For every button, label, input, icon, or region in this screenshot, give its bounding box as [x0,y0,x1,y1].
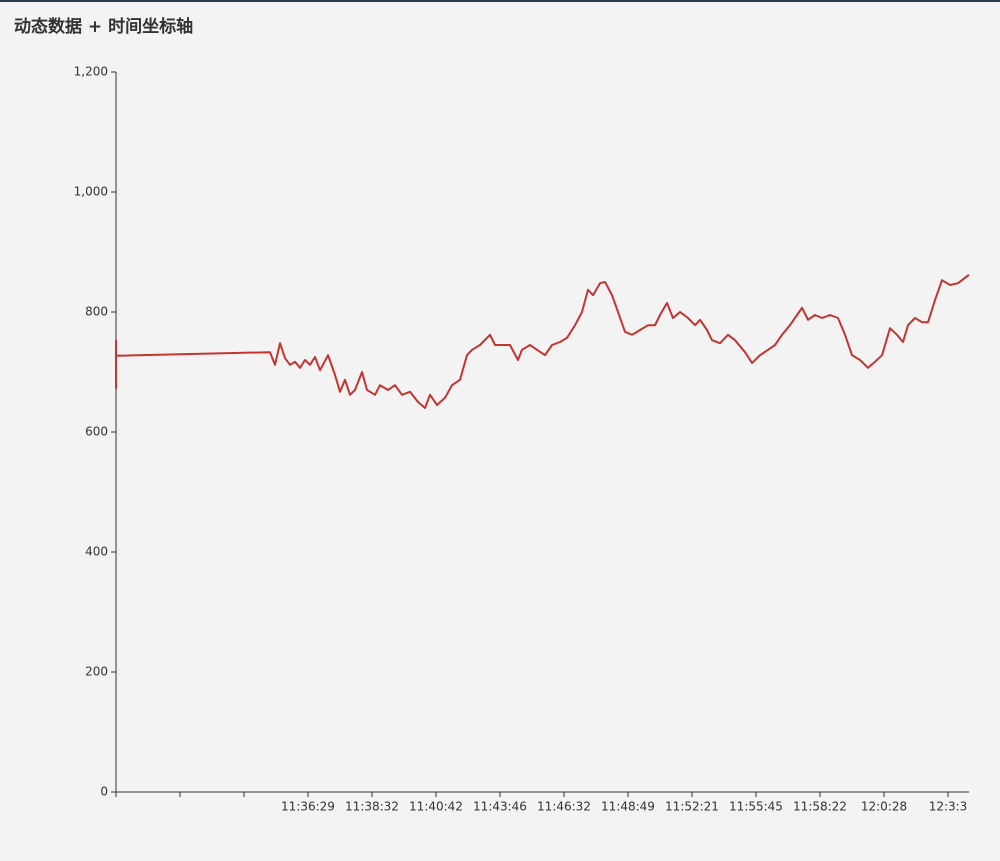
y-tick-label: 800 [85,305,108,319]
x-tick-label: 11:43:46 [473,800,527,814]
top-bar [0,0,1000,2]
x-tick-label: 12:0:28 [861,800,907,814]
x-tick-label: 11:46:32 [537,800,591,814]
x-tick-label: 11:38:32 [345,800,399,814]
y-tick-label: 200 [85,665,108,679]
x-tick-label: 11:40:42 [409,800,463,814]
y-tick-label: 1,000 [74,185,108,199]
line-series [115,274,970,409]
x-tick-label: 11:52:21 [665,800,719,814]
x-tick-label: 11:48:49 [601,800,655,814]
y-tick-label: 0 [100,785,108,799]
chart-title: 动态数据 + 时间坐标轴 [14,16,193,37]
x-tick-label: 11:36:29 [281,800,335,814]
y-tick-label: 600 [85,425,108,439]
y-tick-label: 1,200 [74,65,108,79]
y-tick-label: 400 [85,545,108,559]
x-tick-label: 11:58:22 [793,800,847,814]
x-tick-label: 12:3:3 [929,800,968,814]
x-tick-label: 11:55:45 [729,800,783,814]
